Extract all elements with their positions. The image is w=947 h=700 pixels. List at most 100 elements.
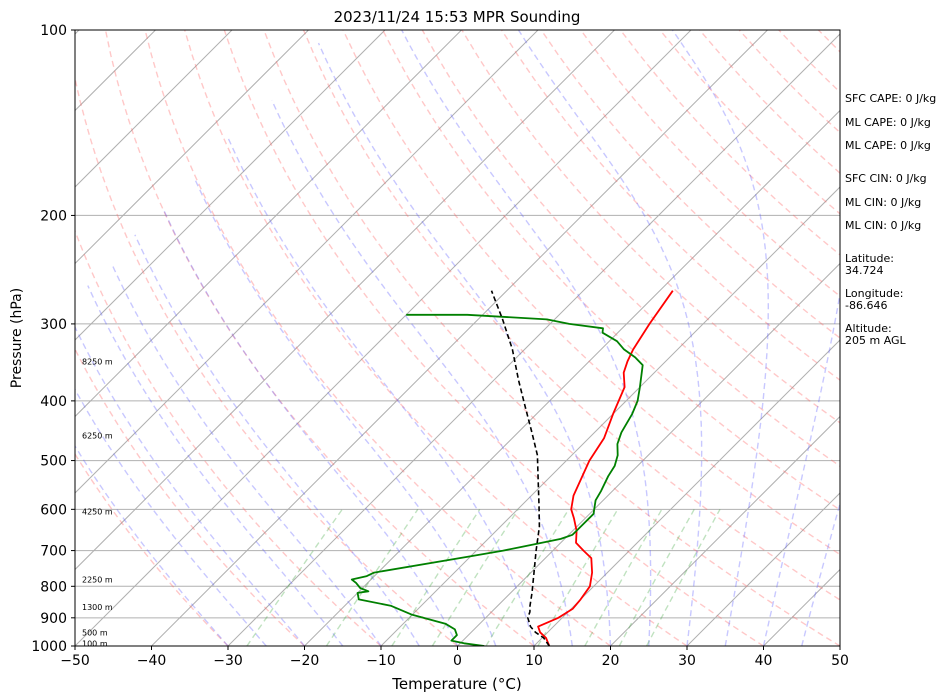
height-label: 8250 m xyxy=(82,357,113,366)
height-annotations: 100 m 500 m 1300 m 2250 m 4250 m 6250 m 8250 m xyxy=(82,357,113,648)
stats-text: SFC CAPE: 0 J/kg xyxy=(845,92,936,105)
stats-text: Latitude: xyxy=(845,252,894,265)
isotherm-line xyxy=(75,30,233,188)
moist-adiabat xyxy=(801,501,840,646)
moist-adiabat xyxy=(317,42,612,646)
mixing-ratio-line xyxy=(485,508,570,646)
dry-adiabat xyxy=(144,30,611,646)
moist-adiabat xyxy=(762,290,840,646)
mixing-ratio-line xyxy=(325,508,419,646)
height-label: 1300 m xyxy=(82,603,113,612)
height-label: 100 m xyxy=(82,639,108,648)
isotherm-line xyxy=(75,30,539,494)
y-tick-label: 1000 xyxy=(31,639,67,655)
dry-adiabat xyxy=(75,75,458,646)
mixing-ratio-line xyxy=(391,508,481,646)
mixing-ratio-line xyxy=(537,508,619,646)
mixing-ratio-line xyxy=(584,508,663,646)
stats-text: ML CIN: 0 J/kg xyxy=(845,219,921,232)
dry-adiabat xyxy=(75,347,305,646)
stats-text: ML CAPE: 0 J/kg xyxy=(845,116,931,129)
height-label: 4250 m xyxy=(82,508,113,517)
isotherm-line xyxy=(75,30,462,418)
isotherm-line xyxy=(75,30,309,265)
mixing-ratio-line xyxy=(246,508,343,646)
y-axis-label: Pressure (hPa) xyxy=(9,288,25,388)
dry-adiabat xyxy=(104,30,535,646)
parcel-trace xyxy=(490,290,550,646)
x-axis-label: Temperature (°C) xyxy=(391,675,521,693)
mixing-ratio-line xyxy=(431,508,519,646)
y-tick-label: 600 xyxy=(40,502,67,518)
x-tick-label: 10 xyxy=(525,653,543,669)
x-tick-label: −20 xyxy=(290,653,320,669)
isotherm-line xyxy=(75,30,386,341)
stats-text: 34.724 xyxy=(845,264,884,277)
y-tick-label: 300 xyxy=(40,317,67,333)
isotherm-line xyxy=(380,186,840,646)
moist-adiabat xyxy=(517,30,703,646)
stats-text: ML CAPE: 0 J/kg xyxy=(845,139,931,152)
dry-adiabat xyxy=(342,30,840,556)
moist-adiabat xyxy=(194,179,497,646)
isotherm-line xyxy=(610,415,840,646)
dry-adiabat xyxy=(263,30,840,646)
y-tick-label: 500 xyxy=(40,454,67,470)
moist-adiabat xyxy=(162,208,459,646)
x-tick-label: −10 xyxy=(366,653,396,669)
y-axis: 1000 900 800 700 600 500 400 300 200 100 xyxy=(31,23,75,655)
x-tick-label: 20 xyxy=(602,653,620,669)
dewpoint-trace xyxy=(350,313,644,646)
moist-adiabat xyxy=(271,99,573,646)
moist-adiabat xyxy=(75,444,229,646)
isotherm-line xyxy=(151,30,768,646)
dry-adiabat xyxy=(580,30,840,298)
isotherm-line xyxy=(686,492,840,646)
y-tick-label: 800 xyxy=(40,579,67,595)
isotherm-line xyxy=(75,30,692,646)
x-axis: −50 −40 −30 −20 −10 0 10 20 30 40 50 xyxy=(60,646,849,669)
mixing-ratio-line xyxy=(645,508,721,646)
stats-text: Altitude: xyxy=(845,322,892,335)
chart-title: 2023/11/24 15:53 MPR Sounding xyxy=(334,8,581,26)
height-label: 500 m xyxy=(82,628,108,637)
stats-text: Longitude: xyxy=(845,287,903,300)
moist-adiabat xyxy=(671,30,769,646)
stats-text: ML CIN: 0 J/kg xyxy=(845,196,921,209)
moist-adiabat xyxy=(227,138,535,646)
x-tick-label: 40 xyxy=(755,653,773,669)
moist-adiabat xyxy=(75,325,306,646)
y-tick-label: 200 xyxy=(40,208,67,224)
y-tick-label: 100 xyxy=(40,23,67,39)
height-label: 2250 m xyxy=(82,576,113,585)
stats-text: 205 m AGL xyxy=(845,334,907,347)
chart-series-group xyxy=(350,290,674,646)
stats-text: -86.646 xyxy=(845,299,887,312)
x-tick-label: 0 xyxy=(453,653,462,669)
dry-adiabat xyxy=(184,30,688,646)
x-tick-label: −30 xyxy=(213,653,243,669)
moist-adiabat xyxy=(111,263,382,646)
x-tick-label: 30 xyxy=(678,653,696,669)
isotherm-line xyxy=(457,262,840,646)
isotherm-line xyxy=(533,339,840,646)
y-tick-label: 900 xyxy=(40,611,67,627)
dry-adiabat xyxy=(75,229,382,646)
stats-text: SFC CIN: 0 J/kg xyxy=(845,172,927,185)
moist-adiabat xyxy=(87,285,344,646)
isotherm-line xyxy=(227,33,840,646)
x-tick-label: −50 xyxy=(60,653,90,669)
stats-panel: SFC CAPE: 0 J/kg ML CAPE: 0 J/kg ML CAPE: … xyxy=(845,92,936,347)
moist-adiabat xyxy=(401,30,652,646)
x-tick-label: 50 xyxy=(831,653,849,669)
height-label: 6250 m xyxy=(82,431,113,440)
mixing-ratio-line xyxy=(618,508,695,646)
chart-grid xyxy=(75,30,840,646)
dry-adiabat xyxy=(382,30,840,511)
x-tick-label: −40 xyxy=(137,653,167,669)
y-tick-label: 400 xyxy=(40,394,67,410)
moist-adiabat xyxy=(75,388,267,646)
y-tick-label: 700 xyxy=(40,544,67,560)
isotherm-line xyxy=(75,30,615,571)
